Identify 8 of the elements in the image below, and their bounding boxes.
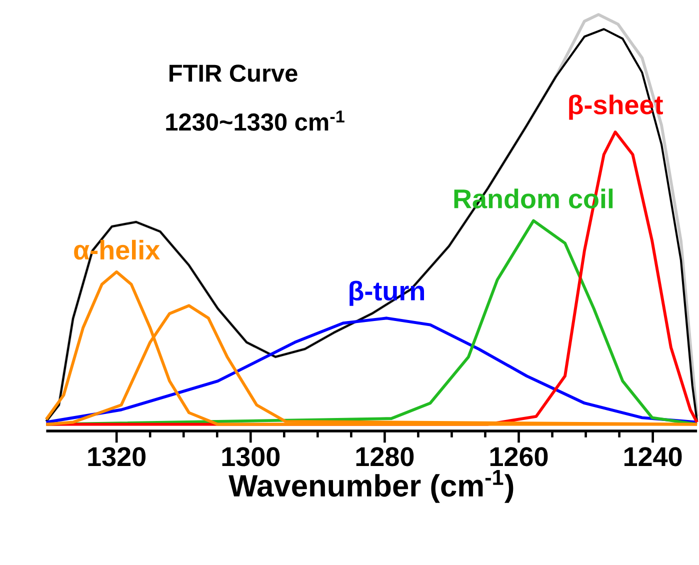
x-tick-label: 1280 (356, 447, 414, 466)
x-tick-label: 1240 (624, 447, 682, 466)
text: FTIR Curve (170, 64, 298, 82)
x-tick-label: 1300 (222, 447, 280, 466)
text: 1230~1330 cm$^{-1}$ (166, 110, 344, 131)
x-tick-label: 1260 (490, 447, 548, 466)
x-axis-title: Wavenumber (cm$^{-1}$) (228, 470, 514, 503)
x-tick-label: 1320 (88, 447, 146, 466)
